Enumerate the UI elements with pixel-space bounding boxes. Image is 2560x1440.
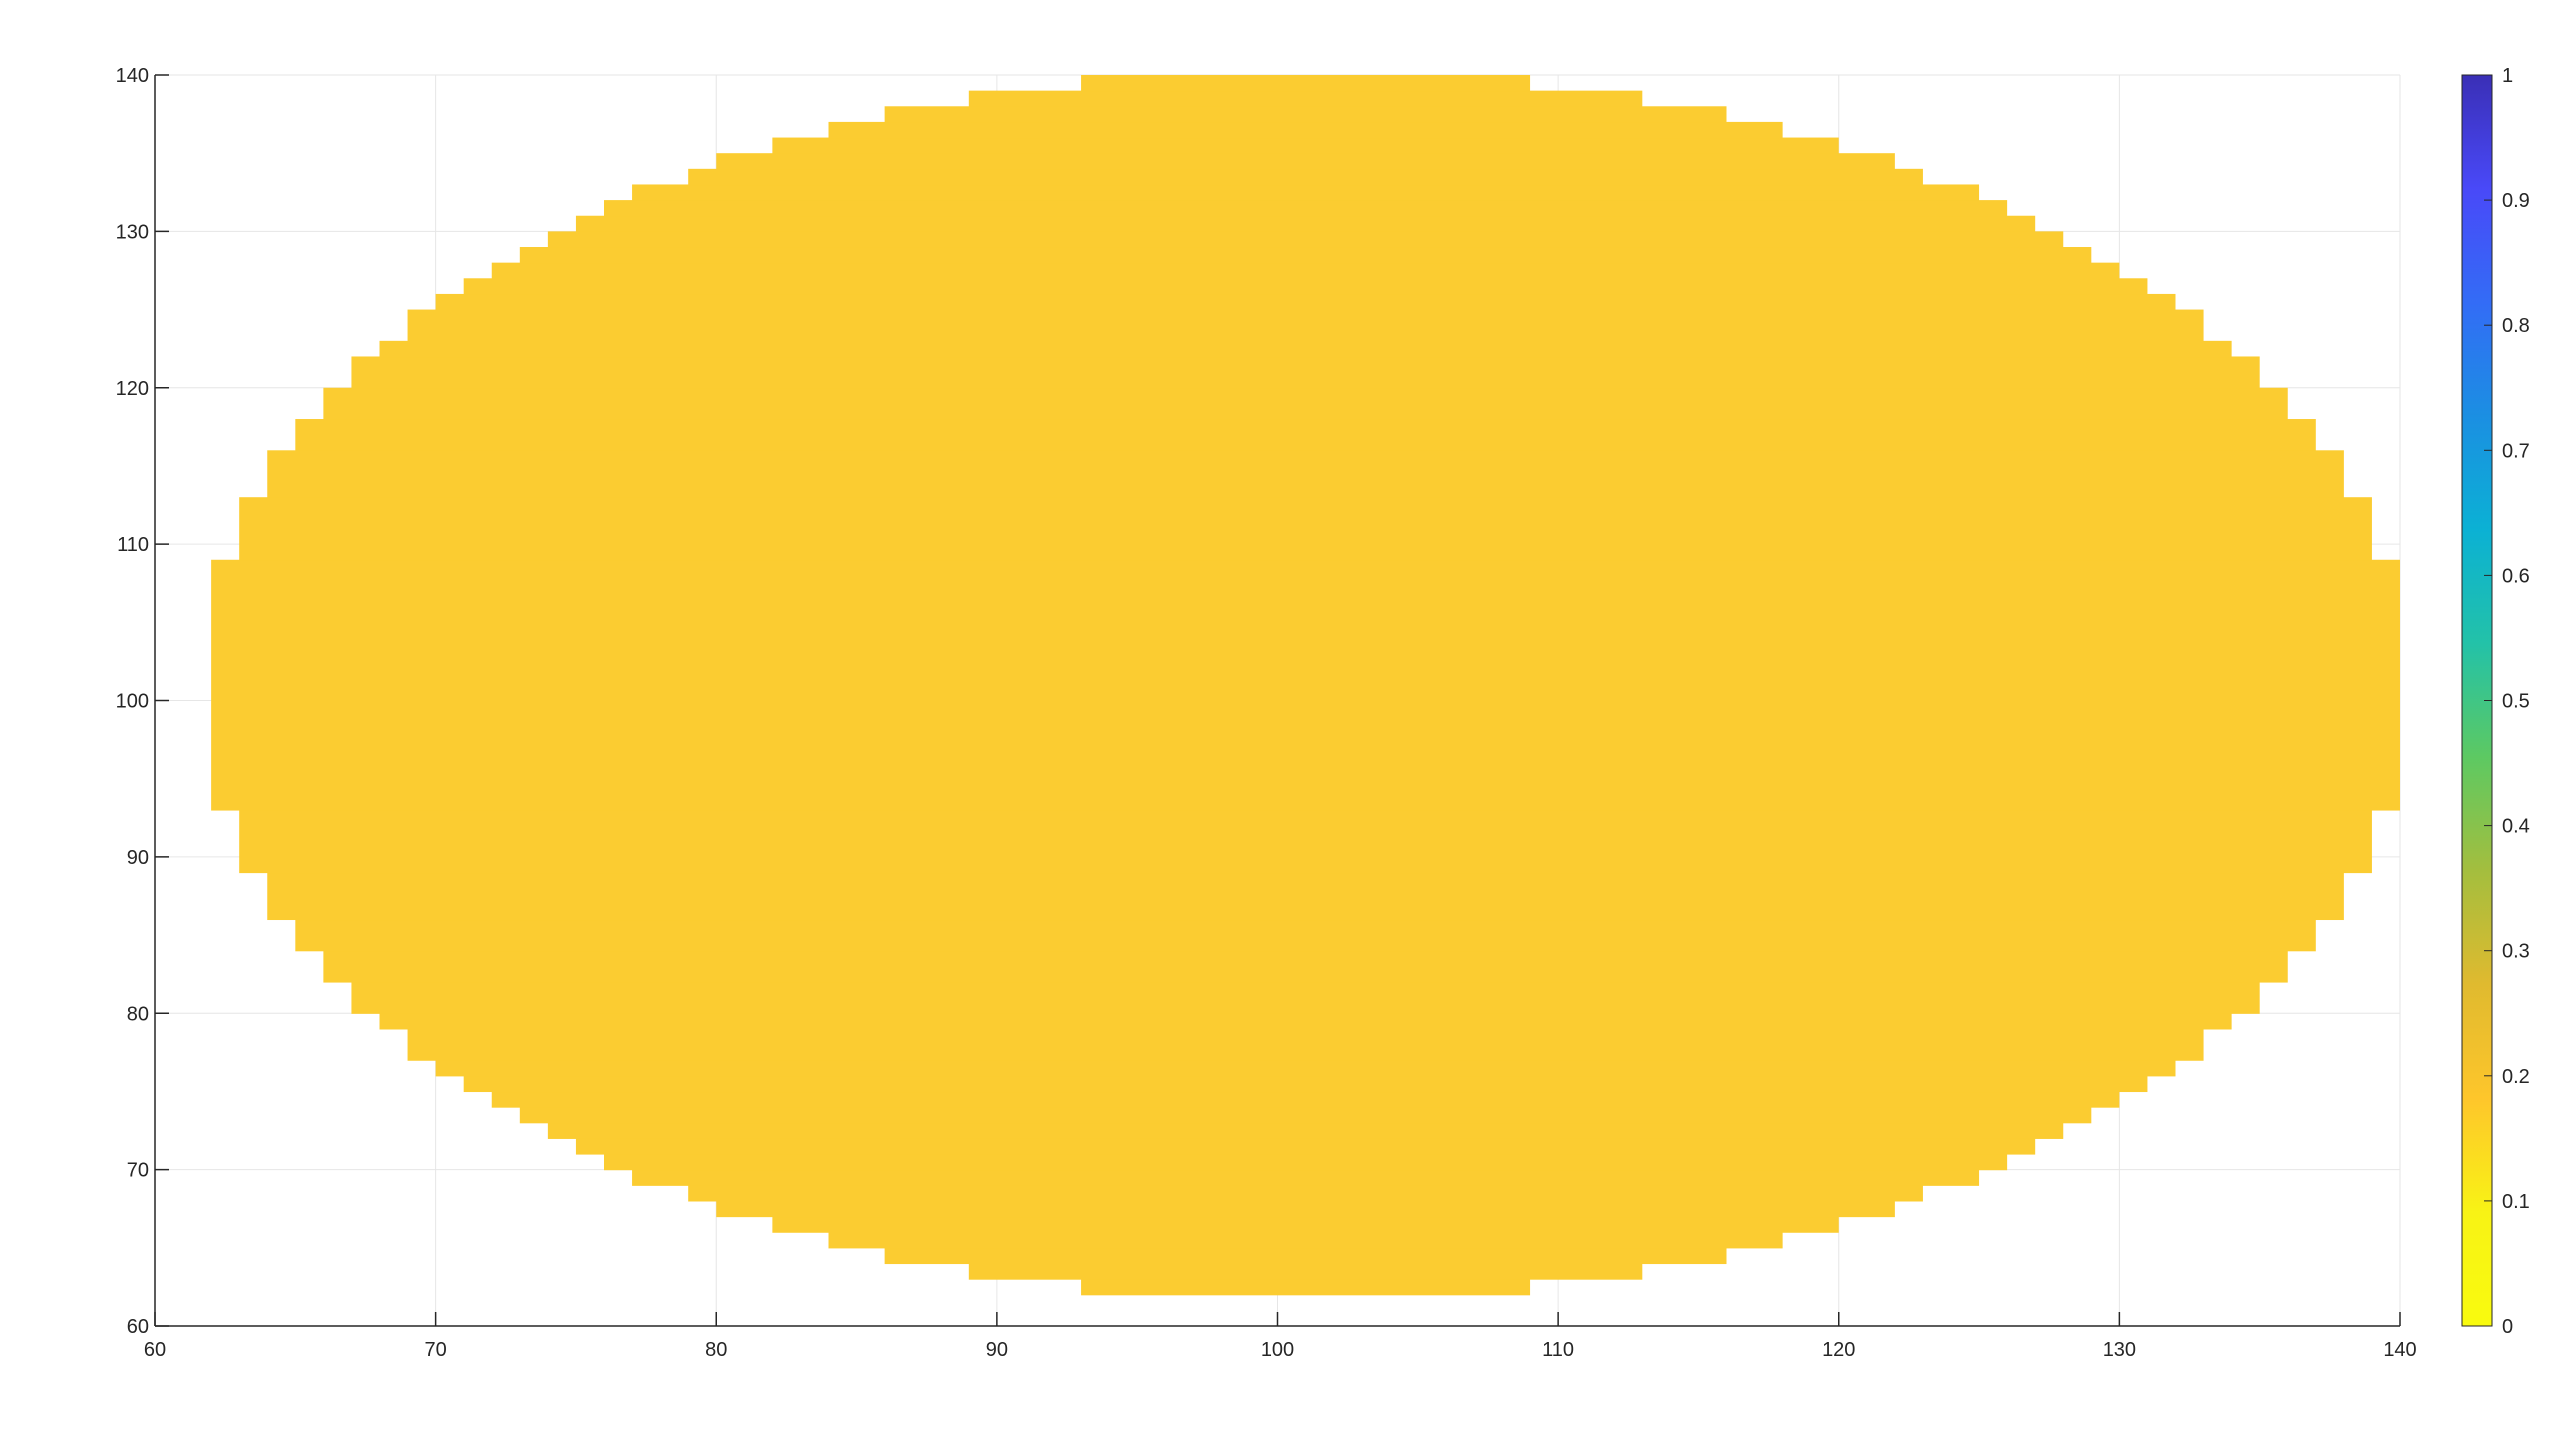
- region-row: [351, 356, 2260, 389]
- y-tick-label: 80: [127, 1003, 149, 1025]
- region-row: [491, 1091, 2120, 1108]
- region-row: [351, 981, 2260, 1014]
- region-row: [632, 184, 1980, 201]
- region-row: [295, 419, 2316, 451]
- colorbar-tick-label: 0.3: [2502, 941, 2530, 963]
- region-row: [267, 450, 2344, 498]
- y-tick-label: 90: [127, 847, 149, 869]
- region-row: [968, 90, 1643, 107]
- region-row: [884, 1247, 1727, 1265]
- y-tick-label: 70: [127, 1160, 149, 1182]
- region-row: [295, 919, 2316, 952]
- y-tick-label: 60: [127, 1316, 149, 1338]
- x-tick-label: 100: [1261, 1339, 1294, 1361]
- y-tick-label: 120: [116, 378, 149, 400]
- region-row: [547, 1122, 2064, 1139]
- x-tick-label: 120: [1822, 1339, 1855, 1361]
- region-row: [688, 168, 1923, 186]
- colorbar: 0 0.1 0.2 0.3 0.4 0.5 0.6 0.7 0.8 0.9 1: [2461, 65, 2530, 1338]
- x-tick-label: 130: [2103, 1339, 2136, 1361]
- x-tick-label: 70: [425, 1339, 447, 1361]
- region-row: [688, 1185, 1923, 1202]
- colorbar-tick-label: 0.4: [2502, 816, 2530, 838]
- region-row: [519, 247, 2092, 264]
- colorbar-tick-label: 0.9: [2502, 190, 2530, 212]
- region-row: [407, 309, 2204, 342]
- region-row: [968, 1263, 1643, 1280]
- colorbar-tick-label: 0.8: [2502, 315, 2530, 337]
- x-tick-label: 140: [2383, 1339, 2416, 1361]
- x-ticks: 60 70 80 90 100 110 120 130 140: [144, 1312, 2417, 1361]
- region-row: [267, 872, 2344, 921]
- region-row: [547, 231, 2064, 248]
- colorbar-tick-label: 0: [2502, 1316, 2513, 1338]
- colorbar-tick-label: 0.6: [2502, 565, 2530, 587]
- region-row: [491, 262, 2120, 279]
- y-ticks: 60 70 80 90 100 110 120 130 140: [116, 65, 169, 1338]
- y-tick-label: 100: [116, 691, 149, 713]
- region-row: [604, 200, 2008, 217]
- region-row: [239, 809, 2372, 874]
- x-tick-label: 110: [1542, 1339, 1574, 1361]
- x-tick-label: 90: [986, 1339, 1008, 1361]
- region-row: [407, 1028, 2204, 1061]
- region-row: [772, 1216, 1839, 1233]
- region-row: [575, 1138, 2036, 1155]
- ellipse-region: [211, 75, 2400, 1296]
- region-row: [828, 121, 1783, 139]
- region-row: [211, 559, 2400, 811]
- region-row: [1081, 75, 1531, 92]
- region-row: [716, 1200, 1895, 1218]
- colorbar-ticks: 0 0.1 0.2 0.3 0.4 0.5 0.6 0.7 0.8 0.9 1: [2484, 65, 2530, 1338]
- region-row: [772, 137, 1839, 154]
- region-row: [379, 340, 2232, 358]
- region-row: [435, 1060, 2176, 1077]
- region-row: [632, 1169, 1980, 1186]
- colorbar-tick-label: 0.7: [2502, 440, 2530, 462]
- colorbar-tick-label: 0.1: [2502, 1191, 2530, 1213]
- region-row: [323, 950, 2288, 983]
- region-row: [575, 215, 2036, 232]
- colorbar-tick-label: 0.5: [2502, 691, 2530, 713]
- colorbar-tick-label: 1: [2502, 65, 2513, 87]
- region-row: [604, 1153, 2008, 1171]
- x-tick-label: 80: [705, 1339, 727, 1361]
- region-row: [435, 293, 2176, 311]
- region-row: [463, 1075, 2148, 1093]
- region-row: [323, 387, 2288, 420]
- region-row: [379, 1013, 2232, 1030]
- region-row: [519, 1107, 2092, 1124]
- region-row: [1081, 1279, 1531, 1296]
- colorbar-tick-label: 0.2: [2502, 1066, 2530, 1088]
- region-row: [463, 278, 2148, 295]
- y-tick-label: 110: [117, 534, 149, 556]
- region-row: [828, 1232, 1783, 1249]
- region-row: [716, 153, 1895, 170]
- region-row: [884, 106, 1727, 123]
- y-tick-label: 140: [116, 65, 149, 87]
- y-tick-label: 130: [116, 221, 149, 243]
- region-row: [239, 497, 2372, 561]
- x-tick-label: 60: [144, 1339, 166, 1361]
